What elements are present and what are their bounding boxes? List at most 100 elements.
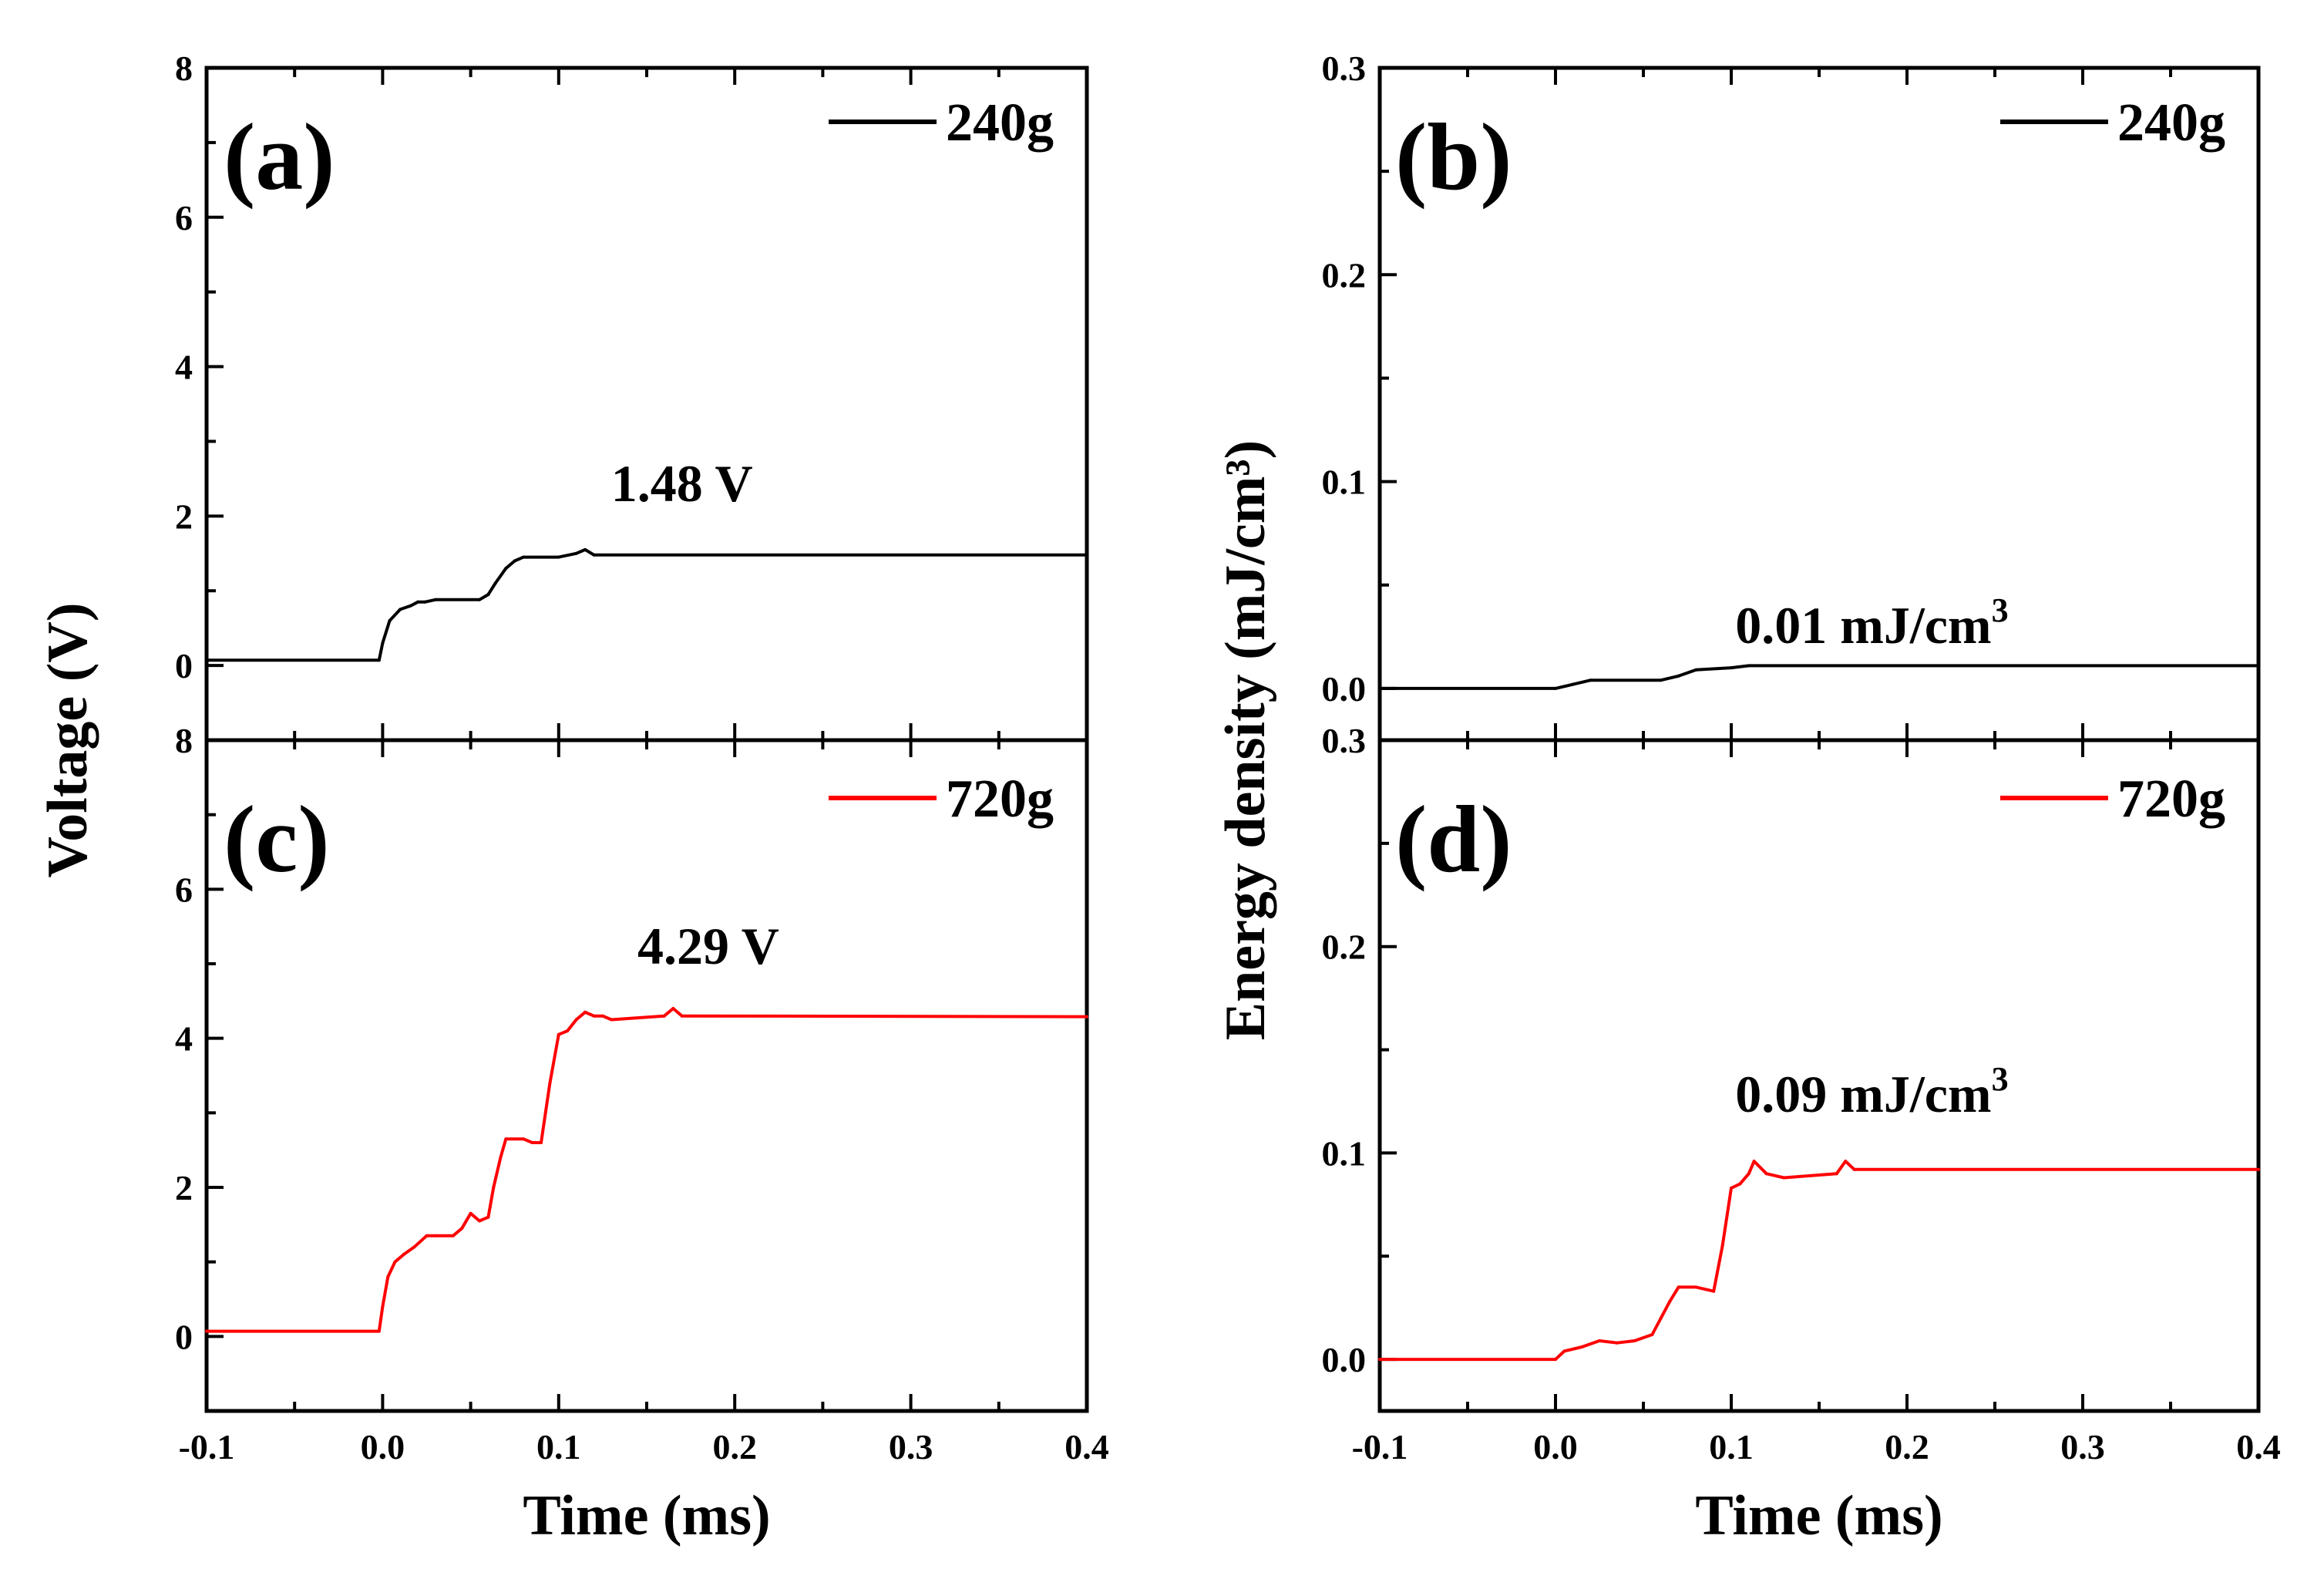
annotation-superscript: 3	[1992, 1060, 2009, 1098]
data-point	[478, 598, 481, 601]
data-point	[1378, 1358, 1381, 1362]
x-tick-label: -0.1	[1352, 1427, 1408, 1466]
y-tick-label: 6	[175, 870, 193, 909]
legend: 720g	[2000, 769, 2225, 829]
data-point	[416, 600, 420, 604]
y-tick-label: 0.0	[1322, 1340, 1367, 1379]
y-tick-label: 8	[175, 49, 193, 88]
x-tick-label: 0.1	[536, 1427, 581, 1466]
x-tick-label: 0.4	[1064, 1427, 1109, 1466]
data-point	[399, 608, 402, 611]
data-point	[1589, 678, 1592, 682]
data-point	[600, 1014, 604, 1018]
data-point	[388, 619, 392, 622]
data-point	[1677, 674, 1680, 678]
annotation-superscript: 3	[1992, 591, 2009, 629]
data-point	[1712, 1289, 1716, 1293]
value-annotation: 0.01 mJ/cm3	[1735, 591, 2008, 655]
data-point	[513, 559, 516, 563]
data-point	[1571, 682, 1575, 686]
y-tick-label: 0.2	[1322, 928, 1367, 967]
data-point	[492, 1186, 496, 1189]
data-point	[1598, 1339, 1601, 1342]
data-point	[486, 593, 490, 597]
panel-label: (d)	[1395, 786, 1512, 892]
data-point	[386, 1275, 390, 1278]
data-point	[1554, 1358, 1557, 1362]
data-point	[381, 641, 385, 645]
data-point	[540, 1141, 543, 1144]
data-point	[1378, 686, 1381, 690]
data-point	[584, 1010, 587, 1014]
series-line	[1380, 1160, 2258, 1362]
data-point	[566, 1029, 570, 1032]
legend-label: 720g	[946, 769, 1054, 829]
panel-c: -0.1 0.0 0.1 0.2 0.3 0.4 0 2 4 6 8 720g (c) 4.29 V Tim…	[175, 721, 1109, 1547]
data-point	[662, 1014, 666, 1018]
y-tick-label: 0.1	[1322, 463, 1367, 502]
data-point	[478, 1219, 481, 1223]
x-tick-label: 0.4	[2236, 1427, 2281, 1466]
data-point	[522, 555, 526, 559]
series-240g	[205, 547, 1088, 662]
data-point	[1747, 664, 1751, 668]
y-axis-label-voltage: Voltage (V)	[36, 603, 99, 878]
data-point	[1650, 1333, 1654, 1336]
legend: 720g	[829, 769, 1054, 829]
series-line	[1380, 664, 2258, 690]
x-tick-label: 0.3	[2060, 1427, 2105, 1466]
data-point	[381, 1305, 385, 1308]
data-point	[557, 1032, 560, 1036]
data-point	[377, 658, 381, 662]
series-line	[207, 1007, 1088, 1333]
data-point	[1677, 1285, 1680, 1289]
y-tick-label: 6	[175, 198, 193, 237]
data-point	[1844, 1160, 1848, 1163]
data-point	[1085, 553, 1088, 557]
panel-a: 0 2 4 6 8 240g (a) 1.48 V	[175, 49, 1089, 742]
data-point	[205, 1329, 208, 1333]
data-point	[486, 1215, 490, 1219]
data-point	[1730, 666, 1733, 670]
panel-label: (b)	[1395, 104, 1512, 210]
legend-label: 240g	[2117, 93, 2225, 153]
data-point	[2257, 1167, 2260, 1171]
data-point	[1738, 1182, 1742, 1186]
data-point	[1659, 678, 1663, 682]
series-line	[207, 547, 1087, 662]
legend: 240g	[829, 93, 1054, 153]
data-point	[1764, 1172, 1768, 1176]
data-point	[451, 1234, 455, 1237]
x-tick-label: 0.3	[889, 1427, 933, 1466]
data-point	[412, 1245, 416, 1249]
data-point	[592, 1014, 596, 1018]
data-point	[1615, 1341, 1619, 1345]
data-point	[1852, 1167, 1856, 1171]
panel-b: 0.0 0.1 0.2 0.3 240g (b) 0.01 mJ/cm3	[1322, 49, 2261, 742]
data-point	[610, 1018, 614, 1022]
data-point	[433, 598, 437, 601]
y-tick-label: 8	[175, 721, 193, 760]
x-tick-label: 0.0	[1533, 1427, 1578, 1466]
y-tick-label: 0.3	[1322, 49, 1367, 88]
value-annotation: 4.29 V	[637, 917, 779, 975]
series-720g	[205, 1007, 1088, 1333]
data-point	[1752, 1160, 1756, 1163]
data-point	[522, 1137, 526, 1141]
data-point	[1835, 1172, 1838, 1176]
data-point	[1720, 1244, 1724, 1248]
data-point	[1659, 1316, 1663, 1320]
data-point	[574, 1018, 578, 1022]
legend-label: 720g	[2117, 769, 2225, 829]
y-tick-label: 0	[175, 1317, 193, 1356]
x-tick-label: 0.2	[1885, 1427, 1929, 1466]
data-point	[205, 658, 208, 662]
y-tick-label: 4	[175, 1019, 193, 1059]
y-tick-label: 0	[175, 646, 193, 685]
data-point	[1782, 1176, 1786, 1180]
data-point	[425, 1234, 429, 1237]
value-annotation: 0.09 mJ/cm3	[1735, 1060, 2008, 1123]
data-point	[460, 1227, 464, 1231]
y-tick-label: 2	[175, 1168, 193, 1207]
